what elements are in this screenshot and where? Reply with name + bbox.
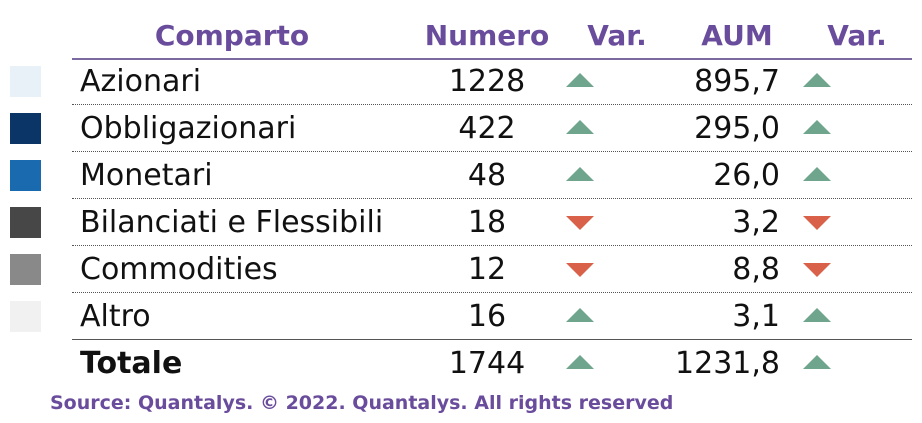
legend-swatch (10, 113, 41, 144)
arrow-up-icon (803, 308, 831, 322)
header-comparto: Comparto (154, 19, 310, 52)
arrow-up-icon (566, 308, 594, 322)
row-divider (72, 151, 912, 152)
row-divider (72, 339, 912, 340)
aum-value: 895,7 (694, 64, 780, 99)
row-divider (72, 104, 912, 105)
category-label: Azionari (80, 64, 202, 99)
table-row: Bilanciati e Flessibili 18 3,2 (0, 199, 922, 246)
header-numero: Numero (424, 19, 550, 52)
category-label: Bilanciati e Flessibili (80, 205, 384, 240)
source-note: Source: Quantalys. © 2022. Quantalys. Al… (50, 392, 674, 414)
category-label: Altro (80, 299, 151, 334)
table-header: Comparto Numero Var. AUM Var. (72, 14, 912, 60)
arrow-up-icon (803, 120, 831, 134)
aum-value: 8,8 (732, 252, 780, 287)
legend-swatch (10, 66, 41, 97)
table-row: Monetari 48 26,0 (0, 152, 922, 199)
arrow-down-icon (803, 216, 831, 230)
numero-value: 48 (467, 158, 507, 193)
row-divider (72, 245, 912, 246)
aum-value: 1231,8 (675, 346, 780, 381)
arrow-up-icon (566, 73, 594, 87)
numero-value: 12 (467, 252, 507, 287)
arrow-down-icon (566, 216, 594, 230)
aum-value: 26,0 (713, 158, 780, 193)
numero-value: 18 (467, 205, 507, 240)
aum-value: 3,1 (732, 299, 780, 334)
numero-value: 1228 (448, 64, 526, 99)
table-row: Commodities 12 8,8 (0, 246, 922, 293)
category-label: Obbligazionari (80, 111, 297, 146)
table-row: Azionari 1228 895,7 (0, 58, 922, 105)
header-var-numero: Var. (587, 19, 647, 52)
numero-value: 1744 (448, 346, 526, 381)
total-label: Totale (80, 346, 183, 381)
numero-value: 16 (467, 299, 507, 334)
category-label: Commodities (80, 252, 278, 287)
row-divider (72, 198, 912, 199)
numero-value: 422 (458, 111, 516, 146)
table-row: Obbligazionari 422 295,0 (0, 105, 922, 152)
total-row: Totale 1744 1231,8 (0, 340, 922, 387)
legend-swatch (10, 254, 41, 285)
arrow-up-icon (566, 167, 594, 181)
legend-swatch (10, 301, 41, 332)
arrow-up-icon (803, 355, 831, 369)
arrow-up-icon (566, 355, 594, 369)
header-var-aum: Var. (827, 19, 887, 52)
arrow-up-icon (566, 120, 594, 134)
row-divider (72, 292, 912, 293)
legend-swatch (10, 160, 41, 191)
aum-value: 295,0 (694, 111, 780, 146)
legend-swatch (10, 207, 41, 238)
aum-value: 3,2 (732, 205, 780, 240)
arrow-down-icon (566, 263, 594, 277)
table-row: Altro 16 3,1 (0, 293, 922, 340)
header-aum: AUM (701, 19, 773, 52)
arrow-up-icon (803, 73, 831, 87)
arrow-up-icon (803, 167, 831, 181)
arrow-down-icon (803, 263, 831, 277)
category-label: Monetari (80, 158, 213, 193)
